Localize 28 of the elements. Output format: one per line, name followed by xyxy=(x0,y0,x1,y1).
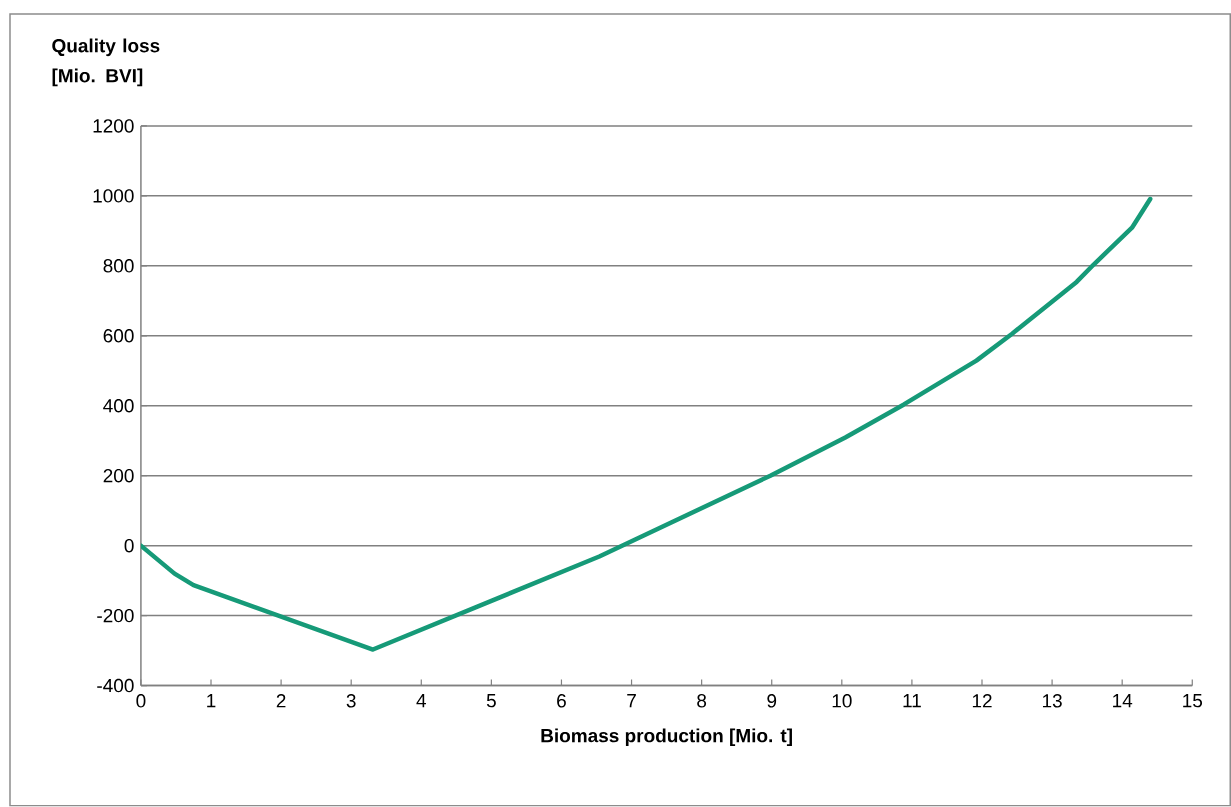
y-tick-label: 600 xyxy=(103,329,134,343)
y-tick-label: 1000 xyxy=(93,189,134,203)
x-tick-label: 9 xyxy=(767,694,777,708)
x-tick-label: 11 xyxy=(903,694,921,708)
y-tick-label: 0 xyxy=(124,539,134,553)
x-tick-label: 0 xyxy=(136,694,146,708)
y-tick-label: 800 xyxy=(103,259,134,273)
y-tick-label: 1200 xyxy=(93,119,134,133)
x-tick-label: 7 xyxy=(627,694,636,708)
x-tick-label: 2 xyxy=(276,694,286,708)
y-tick-label: -400 xyxy=(97,679,134,693)
x-tick-label: 12 xyxy=(972,694,992,708)
x-tick-label: 8 xyxy=(697,694,707,708)
y-tick-label: -200 xyxy=(97,609,134,623)
y-tick-label: 200 xyxy=(103,469,134,483)
y-axis-title: Quality loss [Mio. BVI] xyxy=(52,38,160,87)
x-tick-label: 10 xyxy=(832,694,852,708)
x-tick-label: 15 xyxy=(1183,694,1203,708)
x-tick-label: 5 xyxy=(486,694,496,708)
x-axis-title: Biomass production [Mio. t] xyxy=(541,728,792,747)
y-tick-label: 400 xyxy=(103,399,134,413)
line-series xyxy=(140,197,1153,653)
x-tick-label: 3 xyxy=(346,694,356,708)
x-tick-label: 13 xyxy=(1042,694,1062,708)
x-tick-label: 14 xyxy=(1113,694,1133,708)
x-tick-label: 1 xyxy=(207,694,216,708)
x-tick-label: 4 xyxy=(416,694,427,708)
x-tick-label: 6 xyxy=(557,694,566,708)
